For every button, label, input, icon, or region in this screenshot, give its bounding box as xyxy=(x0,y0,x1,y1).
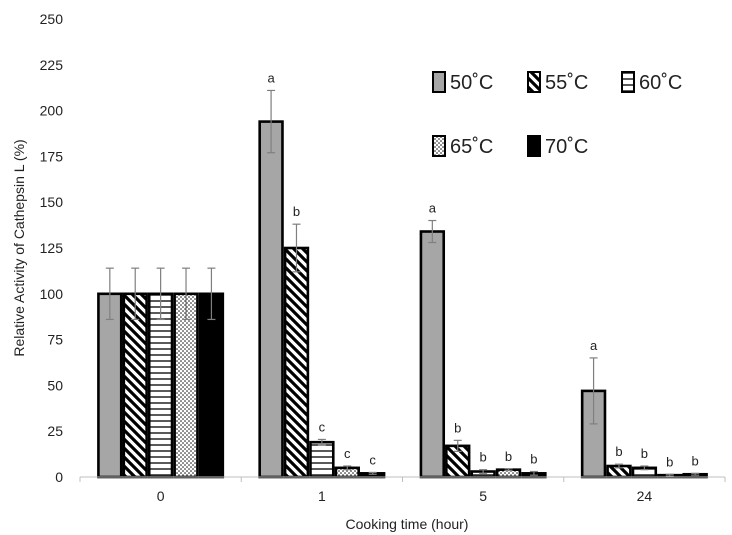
legend-swatch-4 xyxy=(527,135,541,157)
significance-letter: b xyxy=(454,420,461,435)
y-tick-label: 0 xyxy=(55,469,63,485)
x-tick-label: 0 xyxy=(157,488,165,504)
significance-letter: c xyxy=(369,452,376,467)
y-tick-label: 200 xyxy=(40,103,64,119)
bar-55˚C-1 xyxy=(283,246,310,479)
y-tick-label: 75 xyxy=(47,332,63,348)
significance-letter: b xyxy=(641,446,648,461)
bar-50˚C-1 xyxy=(258,120,284,479)
legend-label-2: 60˚C xyxy=(639,72,682,94)
y-axis-title: Relative Activity of Cathepsin L (%) xyxy=(11,139,27,356)
y-tick-label: 150 xyxy=(40,194,64,210)
legend-swatch-3 xyxy=(432,135,446,157)
bar-60˚C-1 xyxy=(309,440,335,479)
y-tick-label: 250 xyxy=(40,11,64,27)
x-axis-title: Cooking time (hour) xyxy=(346,516,469,532)
legend-label-4: 70˚C xyxy=(545,136,588,158)
legend: 50˚C 55˚C 60˚C 65˚C 70˚C xyxy=(432,71,682,158)
bar-70˚C-0 xyxy=(198,292,225,479)
significance-letter: c xyxy=(319,419,326,434)
legend-label-0: 50˚C xyxy=(450,72,493,94)
significance-letter: a xyxy=(429,201,437,216)
y-tick-label: 100 xyxy=(40,286,64,302)
significance-letter: a xyxy=(590,338,598,353)
significance-letter: b xyxy=(615,444,622,459)
bars-layer: a b c c c a b b b b a b b b b xyxy=(97,70,708,479)
bar-50˚C-0 xyxy=(97,292,123,479)
y-tick-label: 225 xyxy=(40,57,64,73)
bar-55˚C-0 xyxy=(122,292,148,479)
x-tick-label: 1 xyxy=(318,488,326,504)
y-tick-label: 175 xyxy=(40,148,64,164)
significance-letter: a xyxy=(267,70,275,85)
bar-65˚C-0 xyxy=(173,292,199,479)
y-tick-label: 125 xyxy=(40,240,64,256)
significance-letter: b xyxy=(480,450,487,465)
bar-60˚C-0 xyxy=(147,292,174,479)
significance-letter: b xyxy=(505,449,512,464)
significance-letter: b xyxy=(666,454,673,469)
legend-swatch-1 xyxy=(527,71,541,93)
significance-letter: b xyxy=(293,204,300,219)
bar-50˚C-5 xyxy=(419,230,446,479)
legend-swatch-2 xyxy=(621,71,635,93)
y-tick-label: 25 xyxy=(47,423,63,439)
x-tick-label: 5 xyxy=(479,488,487,504)
significance-letter: b xyxy=(530,452,537,467)
legend-label-1: 55˚C xyxy=(545,72,588,94)
y-axis: 0 25 50 75 100 125 150 175 200 225 250 xyxy=(40,11,64,485)
significance-letter: c xyxy=(344,446,351,461)
x-axis: 0 1 5 24 xyxy=(79,477,726,504)
legend-swatch-0 xyxy=(432,71,446,93)
y-tick-label: 50 xyxy=(47,377,63,393)
significance-letter: b xyxy=(692,453,699,468)
x-tick-label: 24 xyxy=(637,488,653,504)
legend-label-3: 65˚C xyxy=(450,136,493,158)
